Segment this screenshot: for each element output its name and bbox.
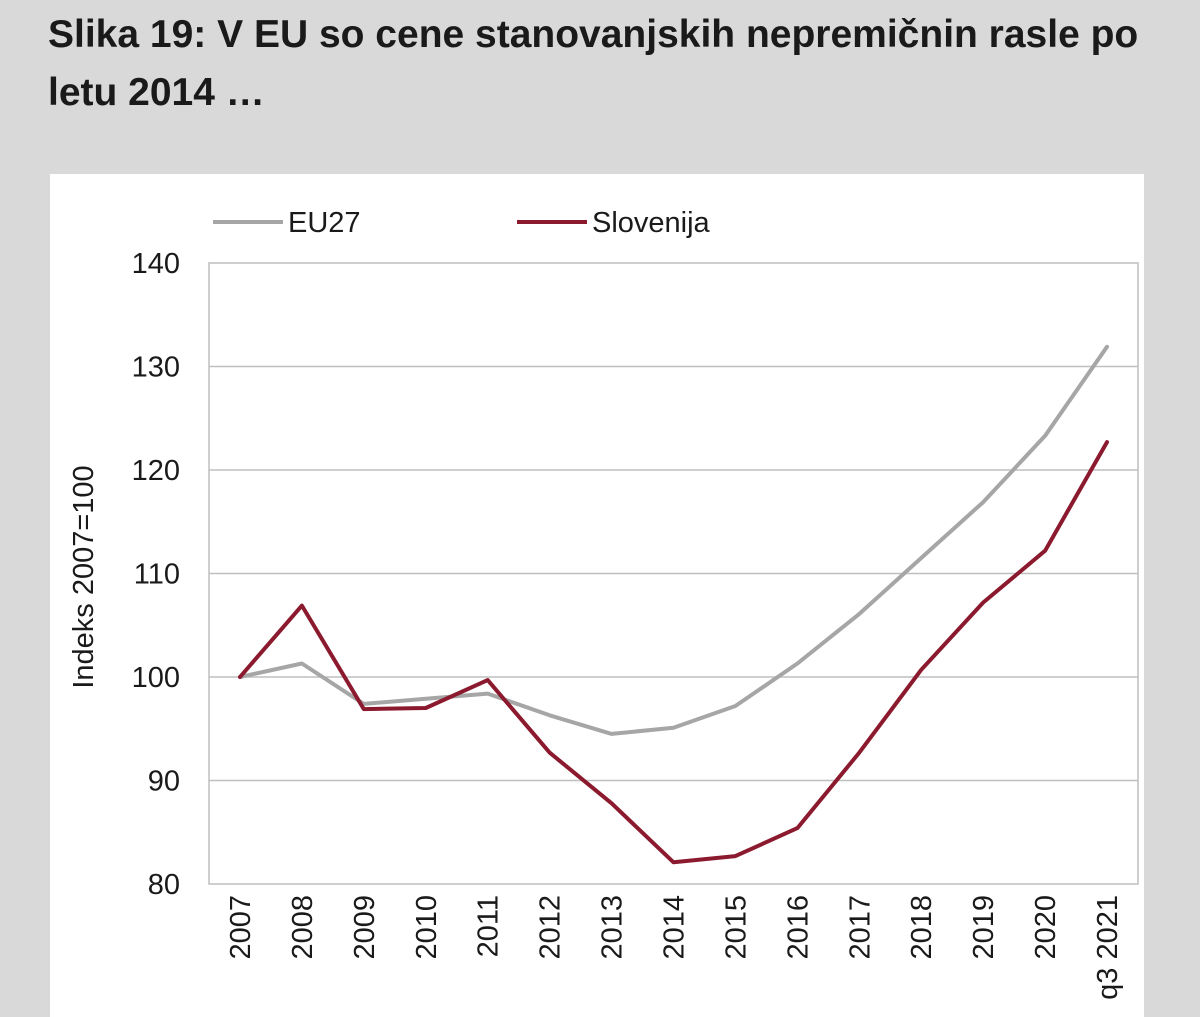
chart-panel [50,174,1144,1017]
y-tick-label: 90 [148,766,180,798]
x-tick-label: 2017 [844,895,876,960]
x-tick-label: 2013 [597,895,629,960]
legend-label-slovenija: Slovenija [592,207,711,239]
x-tick-label: 2010 [411,895,443,960]
y-axis-title: Indeks 2007=100 [68,465,100,688]
y-tick-label: 130 [132,352,180,384]
x-tick-label: 2020 [1030,895,1062,960]
y-tick-label: 80 [148,869,180,901]
series-line-slovenija [238,440,1109,865]
x-tick-label: q3 2021 [1092,895,1124,1000]
y-tick-label: 100 [132,662,180,694]
y-tick-label: 140 [132,248,180,280]
x-tick-label: 2015 [720,895,752,960]
x-tick-label: 2007 [225,895,257,960]
x-tick-label: 2008 [287,895,319,960]
figure-title: Slika 19: V EU so cene stanovanjskih nep… [48,13,1139,114]
series-line-eu27 [238,344,1109,736]
x-tick-label: 2014 [659,895,691,960]
x-tick-label: 2019 [968,895,1000,960]
y-tick-label: 120 [132,455,180,487]
y-tick-label: 110 [134,559,180,591]
x-tick-label: 2011 [473,895,505,957]
x-tick-label: 2012 [535,895,567,960]
x-tick-label: 2018 [906,895,938,960]
x-tick-label: 2016 [782,895,814,960]
x-tick-label: 2009 [349,895,381,960]
legend-label-eu27: EU27 [288,207,361,239]
